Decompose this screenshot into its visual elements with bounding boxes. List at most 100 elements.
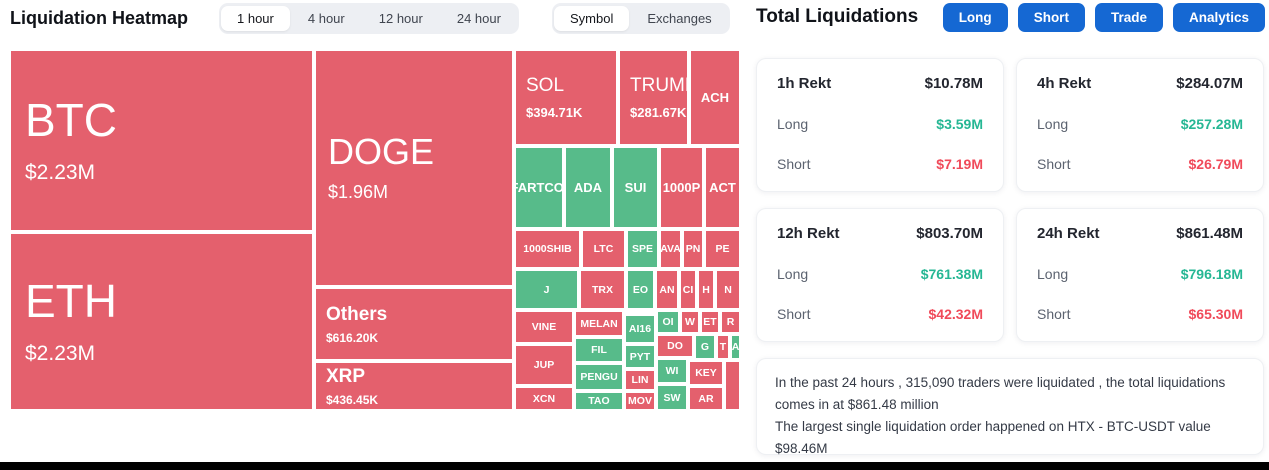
cell-symbol: ADA	[573, 180, 603, 195]
cell-symbol: TAO	[588, 395, 610, 407]
treemap-cell-tao[interactable]: TAO	[575, 392, 623, 410]
treemap: BTC $2.23M ETH $2.23M DOGE $1.96M Others $616.2…	[10, 50, 740, 410]
treemap-cell-fil[interactable]: FIL	[575, 338, 623, 362]
treemap-cell-jup[interactable]: JUP	[515, 345, 573, 385]
treemap-cell-j[interactable]: J	[515, 270, 578, 309]
cell-symbol: ET	[703, 316, 717, 328]
short-label: Short	[1037, 156, 1071, 172]
treemap-cell-ada[interactable]: ADA	[565, 147, 611, 228]
rekt-card-4h: 4h Rekt $284.07M Long $257.28M Short $26…	[1016, 58, 1264, 192]
cell-symbol: MOV	[628, 395, 652, 407]
treemap-cell-ltc[interactable]: LTC	[582, 230, 625, 268]
time-range-tabs: 1 hour 4 hour 12 hour 24 hour	[219, 3, 519, 34]
treemap-cell-eth[interactable]: ETH $2.23M	[10, 233, 313, 410]
treemap-cell-btc[interactable]: BTC $2.23M	[10, 50, 313, 231]
cell-value: $616.20K	[326, 330, 379, 345]
treemap-cell-key[interactable]: KEY	[689, 361, 723, 385]
short-label: Short	[1037, 306, 1071, 322]
treemap-cell-an[interactable]: AN	[656, 270, 678, 309]
treemap-cell-1000p[interactable]: 1000P	[660, 147, 703, 228]
tab-symbol[interactable]: Symbol	[554, 6, 630, 31]
treemap-cell-sol[interactable]: SOL $394.71K	[515, 50, 617, 145]
treemap-cell-ai16[interactable]: AI16	[625, 315, 655, 343]
treemap-cell-pyt[interactable]: PYT	[625, 345, 655, 368]
treemap-cell-sui[interactable]: SUI	[613, 147, 658, 228]
cell-symbol: SPE	[631, 243, 653, 255]
long-label: Long	[777, 116, 809, 132]
treemap-cell-xcn[interactable]: XCN	[515, 387, 573, 410]
treemap-cell-sw[interactable]: SW	[657, 385, 687, 410]
cell-symbol: PYT	[629, 350, 651, 363]
treemap-cell-spe[interactable]: SPE	[627, 230, 658, 268]
card-title: 12h Rekt	[777, 225, 840, 242]
tab-1-hour[interactable]: 1 hour	[221, 6, 290, 31]
treemap-cell-melan[interactable]: MELAN	[575, 311, 623, 336]
analytics-button[interactable]: Analytics	[1172, 3, 1265, 32]
mode-tabs: Symbol Exchanges	[552, 3, 730, 34]
treemap-cell-others[interactable]: Others $616.20K	[315, 288, 513, 360]
tab-12-hour[interactable]: 12 hour	[378, 11, 423, 26]
short-value: $65.30M	[1188, 306, 1243, 322]
long-value: $796.18M	[1180, 266, 1243, 282]
treemap-cell-a[interactable]: A	[731, 335, 740, 359]
treemap-cell-trump[interactable]: TRUMP $281.67K	[619, 50, 688, 145]
treemap-cell-ava[interactable]: AVA	[660, 230, 681, 268]
treemap-cell-doge[interactable]: DOGE $1.96M	[315, 50, 513, 286]
tab-4-hour[interactable]: 4 hour	[307, 11, 345, 26]
long-button[interactable]: Long	[942, 3, 1008, 32]
short-value: $26.79M	[1188, 156, 1243, 172]
trade-button[interactable]: Trade	[1094, 3, 1163, 32]
treemap-cell-mov[interactable]: MOV	[625, 392, 655, 410]
treemap-cell-oi[interactable]: OI	[657, 311, 679, 333]
treemap-cell-pn[interactable]: PN	[683, 230, 703, 268]
cell-symbol: SUI	[624, 180, 647, 195]
treemap-cell-act[interactable]: ACT	[705, 147, 740, 228]
treemap-cell-1000shib[interactable]: 1000SHIB	[515, 230, 580, 268]
cell-symbol: H	[702, 283, 710, 296]
long-value: $257.28M	[1180, 116, 1243, 132]
cell-symbol: SOL	[526, 75, 565, 96]
long-label: Long	[1037, 116, 1069, 132]
cell-symbol: SW	[663, 391, 681, 404]
treemap-cell-r[interactable]: R	[721, 311, 740, 333]
treemap-cell-fartcoi[interactable]: FARTCOI	[515, 147, 563, 228]
cell-symbol: ACH	[700, 90, 730, 105]
treemap-cell-do[interactable]: DO	[657, 335, 693, 357]
cell-symbol: R	[726, 316, 735, 328]
short-button[interactable]: Short	[1017, 3, 1085, 32]
treemap-cell-vine[interactable]: VINE	[515, 311, 573, 343]
treemap-cell-ach[interactable]: ACH	[690, 50, 740, 145]
treemap-cell-ci[interactable]: CI	[680, 270, 696, 309]
cell-value: $2.23M	[25, 160, 96, 184]
cell-symbol: G	[700, 341, 710, 353]
treemap-cell-pe[interactable]: PE	[705, 230, 740, 268]
treemap-cell-h[interactable]: H	[698, 270, 714, 309]
treemap-cell-g[interactable]: G	[695, 335, 715, 359]
cell-symbol: CI	[682, 283, 694, 296]
treemap-cell-xrp[interactable]: XRP $436.45K	[315, 362, 513, 410]
cell-symbol: XCN	[532, 392, 556, 405]
treemap-cell-lin[interactable]: LIN	[625, 370, 655, 390]
cell-symbol: J	[543, 283, 550, 296]
cell-symbol: PE	[715, 243, 730, 255]
tab-exchanges[interactable]: Exchanges	[647, 11, 712, 26]
treemap-cell-ar[interactable]: AR	[689, 387, 723, 410]
cell-symbol: TRUMP	[630, 75, 687, 96]
cell-symbol: MELAN	[580, 317, 618, 330]
cell-symbol: AR	[698, 392, 714, 405]
short-value: $42.32M	[928, 306, 983, 322]
cell-symbol: 1000SHIB	[523, 243, 572, 255]
treemap-cell-blank[interactable]	[725, 361, 740, 410]
treemap-cell-wi[interactable]: WI	[657, 359, 687, 383]
cell-symbol: LTC	[593, 243, 614, 255]
treemap-cell-n[interactable]: N	[716, 270, 740, 309]
treemap-cell-w[interactable]: W	[681, 311, 699, 333]
treemap-cell-et[interactable]: ET	[701, 311, 719, 333]
tab-24-hour[interactable]: 24 hour	[456, 11, 501, 26]
treemap-cell-eo[interactable]: EO	[627, 270, 654, 309]
treemap-cell-t[interactable]: T	[717, 335, 729, 359]
summary-line-1: In the past 24 hours , 315,090 traders w…	[775, 375, 1226, 412]
treemap-cell-trx[interactable]: TRX	[580, 270, 625, 309]
cell-symbol: W	[685, 316, 695, 328]
treemap-cell-pengu[interactable]: PENGU	[575, 364, 623, 390]
